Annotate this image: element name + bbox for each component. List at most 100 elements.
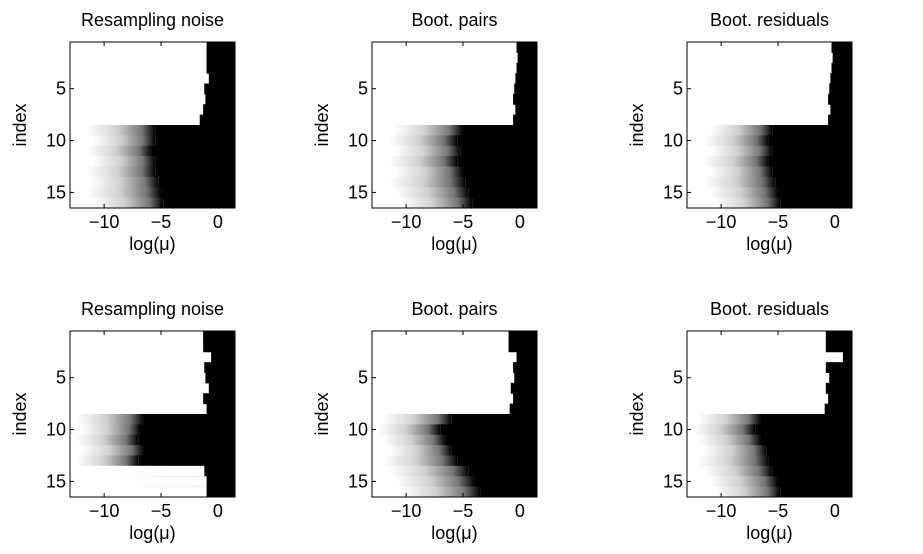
heatmap-row-13 [394, 166, 537, 178]
heatmap-row-14 [389, 465, 537, 477]
heatmap-cell-gradient [704, 156, 769, 167]
heatmap-row-11 [383, 434, 537, 446]
heatmap-row-8 [199, 114, 235, 126]
heatmap-row-12 [704, 156, 852, 167]
heatmap-cell-black [768, 135, 852, 147]
heatmap-cell-black [205, 93, 235, 105]
x-tick-label: −10 [706, 501, 737, 521]
x-axis-label: log(μ) [746, 234, 792, 254]
heatmap-row-10 [92, 135, 235, 147]
heatmap-cell-black [203, 331, 235, 342]
heatmap-cell-black [465, 176, 537, 188]
heatmap-row-12 [389, 156, 537, 167]
heatmap-row-4 [515, 73, 537, 84]
heatmap-row-3 [206, 62, 235, 74]
x-tick-label: −10 [391, 212, 422, 232]
heatmap-row-7 [830, 104, 852, 116]
heatmap-cell-black [451, 445, 537, 456]
heatmap-row-3 [842, 351, 852, 363]
heatmap-cell-black [480, 486, 537, 498]
heatmap-row-2 [517, 52, 537, 64]
heatmap-cell-black [474, 476, 537, 488]
heatmap-row-9 [394, 125, 537, 136]
heatmap-cell-black [463, 125, 537, 136]
heatmap-cell-gradient [87, 166, 156, 178]
heatmap-cell-gradient [704, 445, 767, 456]
heatmap-cell-gradient [715, 486, 781, 498]
heatmap-row-7 [828, 393, 852, 405]
heatmap-cell-black [460, 145, 537, 157]
heatmap-cell-white [81, 465, 205, 477]
heatmap-row-14 [90, 176, 235, 188]
x-tick-label: −10 [89, 501, 120, 521]
heatmap-cell-gradient [81, 424, 141, 436]
heatmap-panel-3: Boot. residuals −10 −5 0 5 10 15 log(μ) index [627, 10, 853, 254]
y-tick-label: 5 [358, 79, 368, 99]
heatmap-cell-black [760, 434, 852, 446]
y-tick-label: 10 [348, 131, 368, 151]
panel-title: Resampling noise [81, 299, 224, 319]
heatmap-cell-black [440, 424, 537, 436]
heatmap-cell-gradient [389, 445, 452, 456]
heatmap-row-11 [698, 434, 852, 446]
x-tick-label: −5 [768, 212, 789, 232]
heatmap-row-2 [825, 341, 852, 353]
x-tick-label: −5 [453, 212, 474, 232]
y-axis-label: index [10, 103, 30, 146]
heatmap-row-14 [704, 465, 852, 477]
heatmap-cell-black [508, 341, 537, 353]
heatmap-cell-gradient [394, 476, 475, 488]
heatmap-row-15 [75, 476, 235, 488]
x-axis-label: log(μ) [129, 523, 175, 543]
heatmap-row-12 [389, 445, 537, 456]
heatmap-cell-black [515, 104, 537, 116]
heatmap-cell-gradient [92, 156, 156, 167]
heatmap-row-11 [394, 145, 537, 157]
heatmap-cell-black [203, 393, 235, 405]
heatmap-cell-black [831, 42, 852, 53]
heatmap-cell-gradient [400, 486, 481, 498]
heatmap-cell-gradient [389, 156, 458, 167]
heatmap-row-16 [715, 197, 852, 209]
heatmap-cell-black [468, 465, 537, 477]
heatmap-row-1 [825, 331, 852, 342]
heatmap-cell-gradient [92, 197, 164, 209]
heatmap-row-6 [825, 382, 852, 394]
heatmap-cell-black [772, 145, 852, 157]
heatmap-cell-black [163, 197, 235, 209]
heatmap-row-10 [81, 424, 235, 436]
axes-box [686, 330, 853, 498]
heatmap-cell-black [513, 393, 537, 405]
heatmap-cell-black [775, 176, 852, 188]
heatmap-row-6 [513, 93, 537, 105]
heatmap-cell-black [508, 331, 537, 342]
panel-title: Boot. residuals [710, 299, 829, 319]
heatmap-cell-white [81, 486, 207, 498]
x-tick-label: 0 [830, 501, 840, 521]
heatmap-row-3 [516, 62, 537, 74]
heatmap-row-5 [829, 372, 852, 384]
heatmap-cell-black [155, 166, 235, 178]
axes-box [371, 41, 538, 209]
heatmap-row-10 [389, 135, 537, 147]
heatmap-cell-black [516, 42, 537, 53]
heatmap-cell-black [199, 114, 235, 126]
heatmap-cell-gradient [87, 187, 162, 199]
heatmap-cell-black [514, 372, 537, 384]
heatmap-cell-black [211, 351, 235, 363]
x-tick-label: −5 [768, 501, 789, 521]
heatmap-cell-black [516, 62, 537, 74]
heatmap-cell-black [778, 476, 852, 488]
heatmap-cell-black [831, 62, 852, 74]
heatmap-cell-gradient [704, 465, 773, 477]
heatmap-row-3 [211, 351, 235, 363]
heatmap-row-14 [389, 176, 537, 188]
heatmap-cell-black [158, 176, 235, 188]
heatmap-cell-gradient [383, 455, 458, 467]
heatmap-cell-black [206, 42, 235, 53]
heatmap-cell-black [451, 414, 537, 425]
heatmap-row-16 [400, 197, 537, 209]
heatmap-cell-gradient [709, 476, 779, 488]
heatmap-row-14 [704, 176, 852, 188]
x-axis-label: log(μ) [129, 234, 175, 254]
